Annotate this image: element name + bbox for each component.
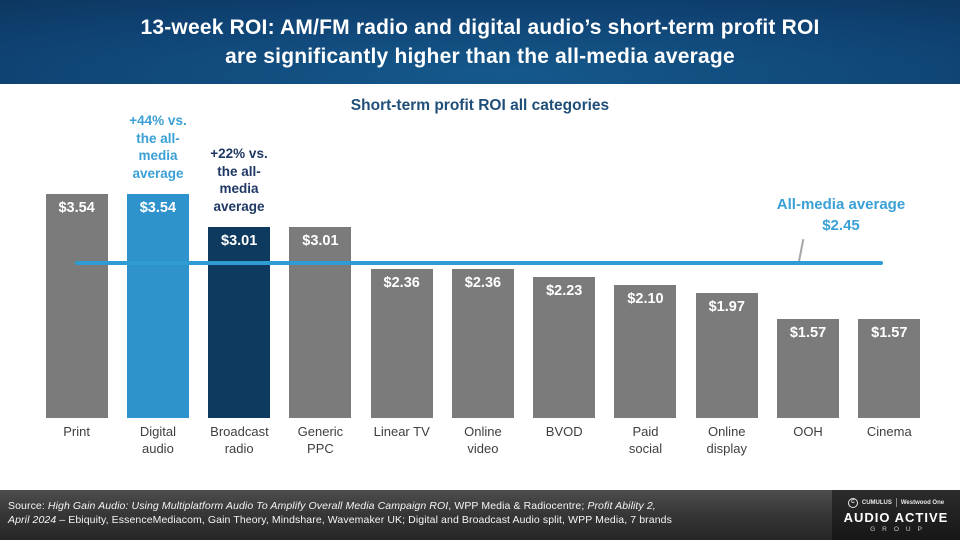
category-label: Online display [706, 424, 747, 456]
logo-divider [895, 498, 897, 507]
category-label: Digital audio [139, 424, 176, 456]
bar-column: $1.57 [849, 110, 930, 418]
bar-value-label: $3.01 [302, 233, 339, 250]
category-label: OOH [793, 424, 823, 439]
bar-column: $2.36 [361, 110, 442, 418]
bar-value-label: $2.36 [383, 274, 420, 291]
bar-online-display: $1.97 [695, 293, 758, 418]
bar-value-label: $1.97 [708, 299, 745, 316]
categories-row: Print Digital audio Broadcast radio Generic… [36, 424, 930, 457]
category-label: Linear TV [373, 424, 430, 439]
category-label: Online video [464, 424, 502, 456]
bars-row: +44% vs. the all- media average +22% vs.… [36, 110, 930, 418]
bar-column: $2.10 [605, 110, 686, 418]
bar-generic-ppc: $3.01 [289, 227, 352, 418]
bar-value-label: $1.57 [871, 324, 908, 341]
bar-column: $3.01 [280, 110, 361, 418]
bar-linear-tv: $2.36 [370, 268, 433, 418]
bar-value-label: $3.54 [139, 199, 177, 216]
footer: Source: High Gain Audio: Using Multiplat… [0, 490, 960, 540]
logo-top-row: C CUMULUS Westwood One [847, 497, 945, 508]
audio-active-wordmark: AUDIO ACTIVE [843, 509, 949, 525]
category-label: Generic PPC [297, 424, 344, 456]
average-line [75, 260, 883, 265]
bar-print: $3.54 [45, 193, 108, 418]
audio-active-group-logo: C CUMULUS Westwood One AUDIO ACTIVE GROU… [832, 490, 960, 540]
bar-column: $1.57 [767, 110, 848, 418]
bar-value-label: $2.10 [627, 291, 664, 308]
bar-broadcast-radio: $3.01 [208, 227, 271, 418]
bar-cinema: $1.57 [858, 318, 921, 418]
bar-ooh: $1.57 [777, 318, 840, 418]
category-label: Cinema [866, 424, 912, 439]
bar-column: $2.23 [524, 110, 605, 418]
bar-value-label: $2.36 [464, 274, 502, 291]
slide-title-line2: are significantly higher than the all-me… [225, 45, 735, 68]
bar-digital-audio: $3.54 [126, 193, 189, 418]
annotation-broadcast-radio: +22% vs. the all- media average [210, 146, 268, 214]
bar-column: $3.54 [117, 110, 198, 418]
bar-online-video: $2.36 [451, 268, 514, 418]
bar-paid-social: $2.10 [614, 285, 677, 418]
category-label: Print [63, 424, 90, 439]
bar-value-label: $3.01 [221, 233, 258, 250]
chart-title: Short-term profit ROI all categories [350, 97, 610, 114]
source-text: Source: High Gain Audio: Using Multiplat… [0, 490, 672, 540]
average-line-label: All-media average $2.45 [776, 196, 906, 234]
cumulus-wordmark: CUMULUS [861, 499, 892, 506]
bar-value-label: $3.54 [58, 199, 95, 216]
slide-title-line1: 13-week ROI: AM/FM radio and digital aud… [140, 16, 820, 39]
bar-column: $1.97 [686, 110, 767, 418]
bar-column: $3.01 [199, 110, 280, 418]
bar-value-label: $2.23 [546, 282, 583, 299]
category-label: Paid social [628, 424, 663, 456]
annotation-digital-audio: +44% vs. the all- media average [129, 113, 187, 181]
bar-bvod: $2.23 [533, 276, 596, 418]
category-label: Broadcast radio [210, 424, 269, 456]
slide-title-banner: 13-week ROI: AM/FM radio and digital aud… [0, 0, 960, 84]
cumulus-media-icon: C [847, 497, 858, 508]
category-label: BVOD [545, 424, 583, 439]
source-line2: April 2024 – Ebiquity, EssenceMediacom, … [8, 514, 672, 526]
bar-column: $3.54 [36, 110, 117, 418]
group-wordmark: GROUP [870, 525, 929, 533]
bar-column: $2.36 [442, 110, 523, 418]
source-line1: Source: High Gain Audio: Using Multiplat… [8, 500, 656, 512]
bar-value-label: $1.57 [789, 324, 827, 341]
westwood-one-wordmark: Westwood One [900, 499, 945, 506]
